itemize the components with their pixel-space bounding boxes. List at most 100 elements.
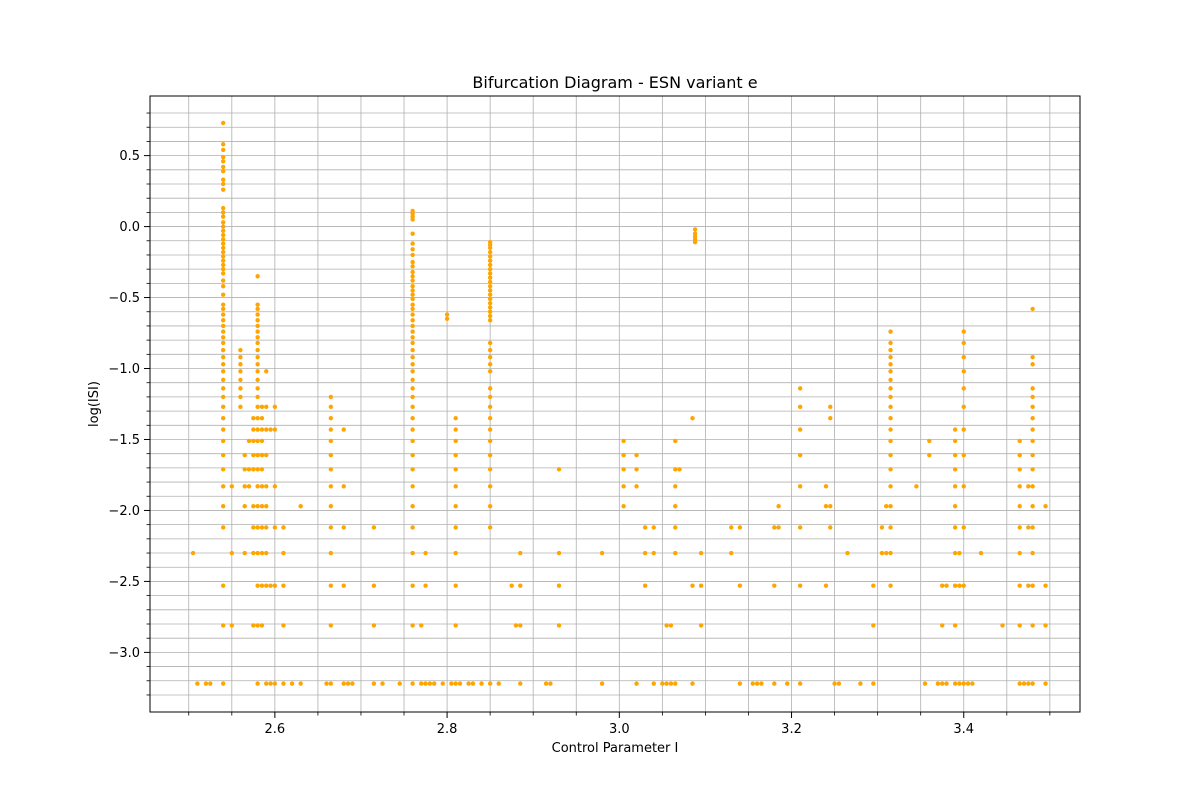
x-tick-label: 2.6 xyxy=(265,722,286,737)
data-point xyxy=(487,340,493,346)
data-point xyxy=(410,292,415,297)
data-point xyxy=(599,681,605,686)
data-point xyxy=(255,503,260,509)
data-point xyxy=(673,525,678,530)
data-point xyxy=(1043,503,1048,509)
data-point xyxy=(397,681,402,686)
data-point xyxy=(220,278,226,283)
data-point xyxy=(242,550,247,556)
data-point xyxy=(220,318,226,323)
data-point xyxy=(487,309,493,314)
data-point xyxy=(750,681,755,686)
data-point xyxy=(264,484,269,489)
data-point xyxy=(220,377,226,383)
data-point xyxy=(888,386,893,391)
data-point xyxy=(255,394,260,400)
data-point xyxy=(251,415,256,421)
data-point xyxy=(940,681,945,686)
data-point xyxy=(1000,623,1005,628)
data-point xyxy=(419,623,424,628)
data-point xyxy=(220,484,226,489)
data-point xyxy=(690,415,695,421)
data-point xyxy=(487,503,493,509)
data-point xyxy=(259,467,265,472)
data-point xyxy=(238,377,243,383)
data-point xyxy=(272,484,278,489)
data-point xyxy=(255,306,260,312)
data-point xyxy=(487,262,493,268)
data-point xyxy=(1030,427,1035,432)
data-point xyxy=(259,427,265,432)
data-point xyxy=(220,427,226,432)
data-point xyxy=(759,681,764,686)
data-point xyxy=(324,681,329,686)
data-point xyxy=(328,427,334,432)
data-point xyxy=(1026,583,1031,588)
data-point xyxy=(952,467,958,472)
data-point xyxy=(952,503,958,509)
data-point xyxy=(690,681,695,686)
data-point xyxy=(341,525,346,530)
data-point xyxy=(350,681,355,686)
data-point xyxy=(220,362,226,367)
data-point xyxy=(410,415,415,421)
data-point xyxy=(255,484,260,489)
data-point xyxy=(328,484,334,489)
data-point xyxy=(487,318,493,323)
x-tick-label: 3.0 xyxy=(609,722,630,737)
data-point xyxy=(246,484,252,489)
data-point xyxy=(410,525,415,530)
data-point xyxy=(410,362,415,367)
data-point xyxy=(264,369,269,374)
data-point xyxy=(729,525,734,530)
data-point xyxy=(431,681,437,686)
data-point xyxy=(220,386,226,391)
data-point xyxy=(879,550,885,556)
data-point xyxy=(1026,525,1031,530)
data-point xyxy=(888,354,893,360)
data-point xyxy=(220,214,226,219)
data-point xyxy=(272,583,278,588)
data-point xyxy=(220,241,226,246)
data-point xyxy=(220,340,226,346)
data-point xyxy=(487,313,493,319)
data-point xyxy=(823,503,829,509)
data-point xyxy=(220,292,226,297)
data-point xyxy=(220,187,226,192)
data-point xyxy=(884,503,889,509)
data-point xyxy=(828,415,833,421)
data-point xyxy=(888,404,893,410)
data-point xyxy=(410,318,415,323)
data-point xyxy=(487,452,493,458)
data-point xyxy=(952,583,958,588)
data-point xyxy=(281,550,286,556)
data-point xyxy=(518,623,523,628)
data-point xyxy=(944,681,949,686)
data-point xyxy=(410,283,415,289)
data-point xyxy=(957,550,962,556)
data-point xyxy=(673,681,678,686)
data-point xyxy=(828,503,833,509)
data-point xyxy=(673,550,678,556)
data-point xyxy=(419,681,424,686)
data-point xyxy=(220,258,226,263)
data-point xyxy=(797,525,803,530)
data-point xyxy=(1030,438,1035,444)
data-point xyxy=(220,394,226,400)
data-point xyxy=(298,503,303,509)
data-point xyxy=(888,550,893,556)
data-point xyxy=(487,258,493,263)
data-point xyxy=(220,623,226,628)
data-point xyxy=(410,252,415,258)
data-point xyxy=(965,681,971,686)
data-point xyxy=(410,623,415,628)
data-point xyxy=(487,275,493,280)
data-point xyxy=(220,245,226,251)
data-point xyxy=(776,503,781,509)
data-point xyxy=(220,404,226,410)
data-point xyxy=(328,681,334,686)
data-point xyxy=(737,525,743,530)
data-point xyxy=(220,271,226,276)
data-point xyxy=(259,484,265,489)
data-point xyxy=(664,681,669,686)
